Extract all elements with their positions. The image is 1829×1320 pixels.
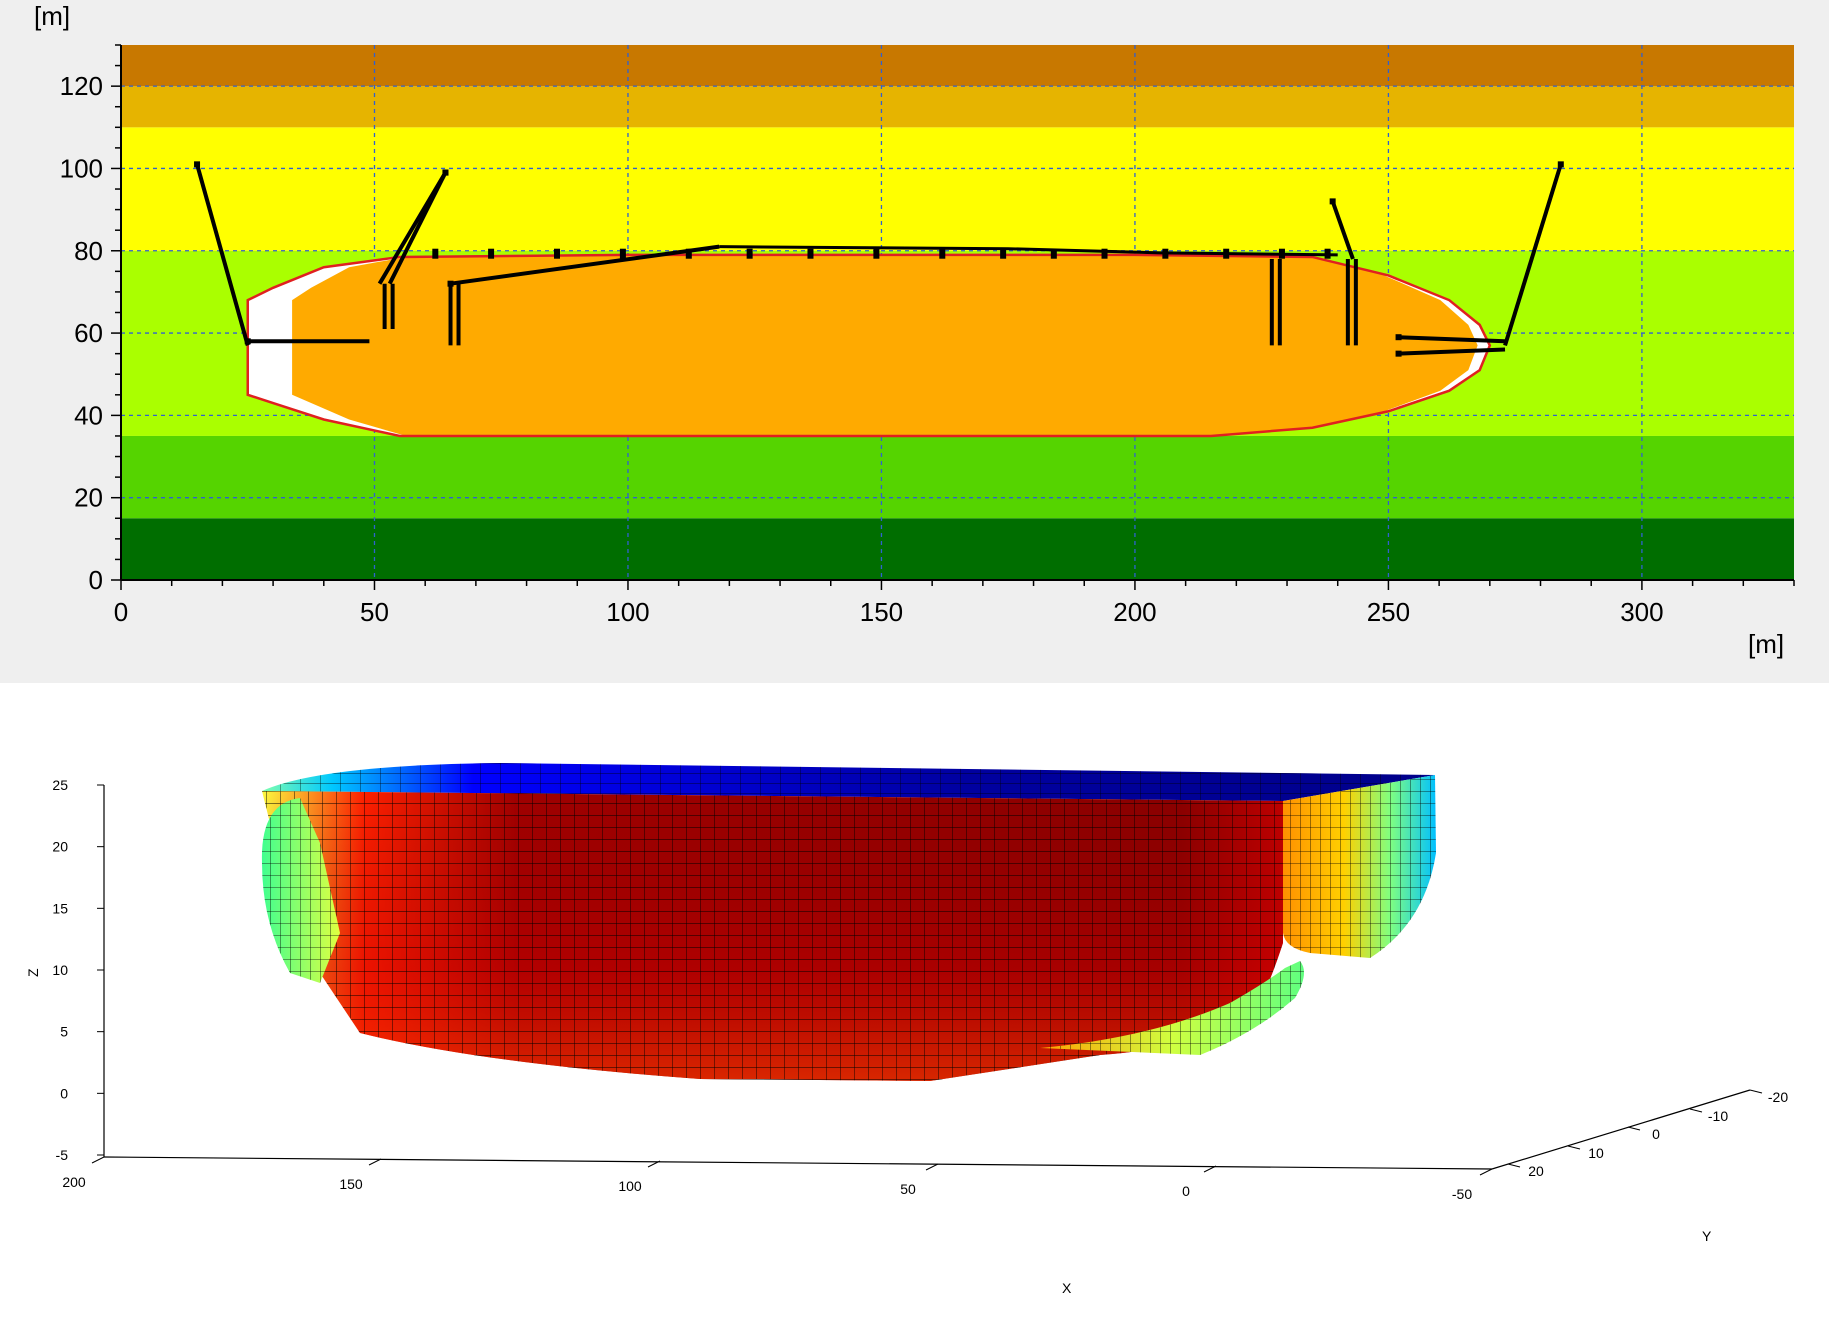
- y-axis-unit: [m]: [34, 1, 70, 31]
- z-tick-label: 10: [52, 962, 68, 978]
- fender-marker: [488, 248, 495, 259]
- x-tick-mark: [1203, 1165, 1217, 1173]
- fender-marker: [1324, 248, 1331, 259]
- mooring-line: [450, 244, 720, 286]
- fender-marker: [1050, 248, 1057, 259]
- y-tick-label: 0: [89, 565, 103, 595]
- mooring-line: [1398, 347, 1506, 356]
- fender-marker: [1101, 248, 1108, 259]
- fender-marker: [807, 248, 814, 259]
- x-tick-label: 150: [339, 1176, 363, 1192]
- mooring-plan-panel: 0 50 100 150 200 250 300 0 20 40 60 80 100 120 [m] [m…: [0, 0, 1829, 683]
- mooring-lines: [194, 161, 1564, 357]
- bollard-marker: [1557, 161, 1564, 168]
- x-tick-label: 50: [360, 597, 389, 627]
- bollard-marker: [1329, 198, 1336, 205]
- x-tick-label: 200: [1113, 597, 1156, 627]
- y-tick-label: 20: [74, 483, 103, 513]
- bollard-marker: [194, 161, 201, 168]
- y-tick-label: 10: [1588, 1145, 1604, 1161]
- y-tick-label: -20: [1768, 1089, 1788, 1105]
- x-tick-label: 50: [900, 1181, 916, 1197]
- x-tick-mark: [647, 1160, 661, 1168]
- depth-bands: [121, 45, 1794, 580]
- depth-band: [121, 86, 1794, 128]
- hull-surface-panel: -5 0 5 10 15 20 25 200 150 100 50 0 -50 20 10 0 -10 -20 X…: [0, 683, 1829, 1320]
- x-tick-mark: [925, 1163, 939, 1171]
- fender-marker: [1278, 248, 1285, 259]
- x-tick-label: 250: [1367, 597, 1410, 627]
- deck-rail: [719, 245, 1338, 257]
- mooring-plan-chart: 0 50 100 150 200 250 300 0 20 40 60 80 100 120 [m] [m…: [34, 1, 1795, 659]
- tick-labels: 0 50 100 150 200 250 300 0 20 40 60 80 100 120: [60, 71, 1664, 627]
- fender-marker: [553, 248, 560, 259]
- fender-marker: [685, 248, 692, 259]
- x-tick-mark: [91, 1156, 105, 1164]
- fender-marker: [1223, 248, 1230, 259]
- x-tick-label: 0: [114, 597, 128, 627]
- fender-marker: [1000, 248, 1007, 259]
- z-tick-label: -5: [56, 1147, 69, 1163]
- mooring-line: [1330, 200, 1355, 260]
- depth-band: [121, 45, 1794, 87]
- y-tick-label: 100: [60, 153, 103, 183]
- mooring-line: [387, 171, 448, 285]
- x-axis-unit: [m]: [1748, 629, 1784, 659]
- x-tick-label: 200: [62, 1174, 86, 1190]
- fender-marker: [1162, 248, 1169, 259]
- z-tick-label: 5: [60, 1024, 68, 1040]
- mooring-line: [1503, 163, 1563, 347]
- mooring-line: [1398, 335, 1506, 344]
- vessel-hull: [246, 253, 1492, 438]
- z-tick-label: 20: [52, 839, 68, 855]
- y-tick-label: 120: [60, 71, 103, 101]
- z-tick-label: 15: [52, 900, 68, 916]
- y-tick-label: 40: [74, 400, 103, 430]
- y-tick-mark: [1627, 1126, 1641, 1131]
- hull-body: [292, 254, 1478, 436]
- y-tick-label: 80: [74, 236, 103, 266]
- plot-axes: [111, 44, 1795, 590]
- x-tick-mark: [368, 1158, 382, 1166]
- y-tick-label: 0: [1652, 1126, 1660, 1142]
- x-tick-label: 100: [618, 1178, 642, 1194]
- y-tick-label: 60: [74, 318, 103, 348]
- z-axis-label-3d: Z: [25, 968, 41, 977]
- bollard-marker: [1395, 350, 1402, 357]
- bollard-marker: [1395, 334, 1402, 341]
- bollard-marker: [244, 338, 251, 345]
- y-tick-mark: [1567, 1145, 1581, 1150]
- x-tick-label: 0: [1182, 1183, 1190, 1199]
- z-tick-label: 0: [60, 1085, 68, 1101]
- depth-band: [121, 518, 1794, 580]
- fender-marker: [873, 248, 880, 259]
- fender-marker: [619, 248, 626, 259]
- z-tick-label: 25: [52, 777, 68, 793]
- mooring-line: [195, 163, 250, 346]
- depth-band: [121, 435, 1794, 519]
- y-tick-mark: [1689, 1108, 1703, 1113]
- x-tick-label: -50: [1452, 1186, 1472, 1202]
- y-tick-mark: [1749, 1089, 1763, 1094]
- fender-marker: [746, 248, 753, 259]
- hull-outline: [246, 253, 1492, 438]
- depth-band: [121, 127, 1794, 251]
- fender-marker: [432, 248, 439, 259]
- fender-marker: [939, 248, 946, 259]
- y-tick-label: -10: [1708, 1108, 1728, 1124]
- x-axis-label-3d: X: [1062, 1280, 1072, 1296]
- x-tick-label: 150: [860, 597, 903, 627]
- x-tick-label: 300: [1620, 597, 1663, 627]
- bollard-marker: [442, 169, 449, 176]
- hull-surface: [261, 763, 1436, 1081]
- y-tick-label: 20: [1528, 1163, 1544, 1179]
- y-axis-label-3d: Y: [1702, 1228, 1712, 1244]
- x-tick-label: 100: [606, 597, 649, 627]
- x-tick-mark: [1479, 1168, 1493, 1176]
- y-tick-mark: [1507, 1163, 1521, 1168]
